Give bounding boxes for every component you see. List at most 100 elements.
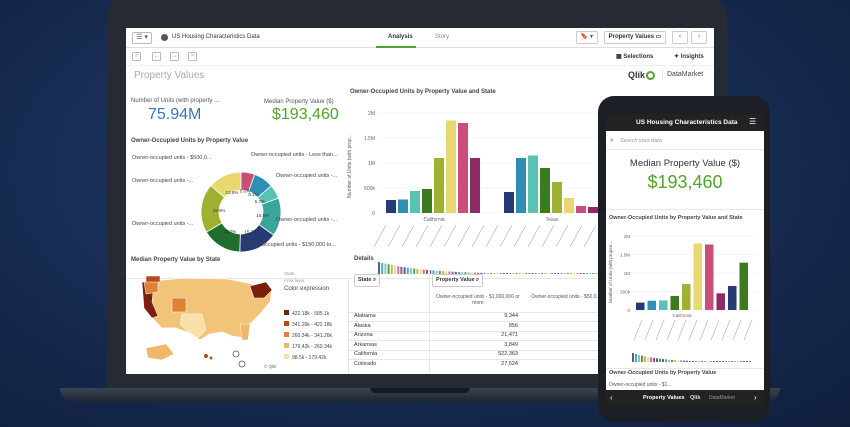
map-state-texas[interactable]: [179, 313, 207, 339]
state-cell[interactable]: Alaska: [354, 322, 371, 329]
minichart-bar[interactable]: [668, 359, 670, 362]
map-state-hawaii[interactable]: [209, 356, 213, 360]
minichart-bar[interactable]: [695, 361, 697, 362]
minichart-bar[interactable]: [390, 264, 393, 274]
minichart-bar[interactable]: [731, 361, 733, 362]
minichart-bar[interactable]: [707, 361, 709, 362]
state-cell[interactable]: California: [354, 351, 378, 357]
minichart-bar[interactable]: [662, 359, 664, 362]
minichart-bar[interactable]: [680, 360, 682, 362]
minichart-bar[interactable]: [477, 272, 480, 274]
minichart-bar[interactable]: [435, 270, 438, 274]
next-sheet-button[interactable]: ›: [691, 31, 707, 44]
value-cell[interactable]: 9,344: [504, 313, 518, 319]
minichart-bar[interactable]: [550, 273, 553, 274]
value-cell[interactable]: 21: [526, 342, 606, 348]
map-state-colorado[interactable]: [171, 297, 187, 313]
bar[interactable]: [552, 182, 562, 213]
minichart-bar[interactable]: [749, 361, 751, 362]
minichart-bar[interactable]: [502, 273, 505, 274]
tab-analysis[interactable]: Analysis: [388, 34, 413, 40]
minichart-bar[interactable]: [710, 361, 712, 362]
minichart-bar[interactable]: [480, 272, 483, 274]
bar[interactable]: [470, 158, 480, 213]
bar[interactable]: [458, 123, 468, 213]
state-cell[interactable]: Arizona: [354, 332, 373, 338]
minichart-bar[interactable]: [534, 273, 537, 274]
forward-icon[interactable]: →: [170, 52, 179, 61]
minichart-bar[interactable]: [716, 361, 718, 362]
clear-icon[interactable]: ×: [188, 52, 197, 61]
bar[interactable]: [446, 120, 456, 214]
map-state-florida[interactable]: [239, 323, 251, 341]
minichart-bar[interactable]: [595, 273, 598, 274]
minichart-bar[interactable]: [644, 356, 646, 362]
bar[interactable]: [728, 285, 737, 310]
minichart-bar[interactable]: [689, 360, 691, 362]
bar[interactable]: [422, 189, 432, 213]
minichart-bar[interactable]: [432, 270, 435, 274]
value-cell[interactable]: 856: [508, 322, 518, 329]
minichart-bar[interactable]: [746, 361, 748, 362]
minichart-bar[interactable]: [400, 266, 403, 274]
map-zoom-icon[interactable]: [232, 350, 240, 358]
sheet-selector-button[interactable]: Property Values ▭: [604, 31, 666, 44]
minichart-bar[interactable]: [554, 273, 556, 274]
minichart-bar[interactable]: [638, 354, 640, 362]
minichart-bar[interactable]: [560, 273, 563, 274]
value-cell[interactable]: 21,471: [501, 332, 518, 338]
bar[interactable]: [647, 300, 657, 310]
minichart-bar[interactable]: [445, 271, 448, 274]
value-cell[interactable]: 38: [526, 313, 606, 319]
bar[interactable]: [528, 155, 538, 214]
minichart-bar[interactable]: [665, 359, 667, 362]
minichart-bar[interactable]: [541, 273, 544, 274]
minichart-bar[interactable]: [426, 269, 428, 274]
minichart-bar[interactable]: [734, 361, 736, 362]
bar[interactable]: [682, 284, 691, 310]
minichart-bar[interactable]: [713, 361, 715, 362]
minichart-bar[interactable]: [486, 272, 489, 274]
back-icon[interactable]: ←: [152, 52, 161, 61]
minichart-bar[interactable]: [518, 273, 521, 274]
minichart-bar[interactable]: [647, 356, 649, 362]
bar[interactable]: [636, 302, 645, 310]
minichart-bar[interactable]: [582, 273, 585, 274]
insights-button[interactable]: ✦ Insights: [674, 54, 704, 60]
minichart-bar[interactable]: [579, 273, 582, 274]
property-value-column-header[interactable]: Property Value ⌕: [432, 274, 484, 287]
smart-search-icon[interactable]: ⌕: [132, 52, 141, 61]
minichart-bar[interactable]: [722, 361, 724, 362]
value-cell[interactable]: 31: [526, 332, 606, 338]
state-cell[interactable]: Alabama: [354, 313, 376, 319]
bar[interactable]: [705, 244, 714, 310]
minichart-bar[interactable]: [413, 268, 416, 274]
minichart-bar[interactable]: [528, 273, 531, 274]
bar[interactable]: [386, 200, 396, 213]
tab-story[interactable]: Story: [435, 34, 450, 40]
phone-prev-icon[interactable]: ‹: [610, 393, 613, 402]
minichart-bar[interactable]: [483, 272, 486, 274]
minichart-bar[interactable]: [656, 358, 658, 362]
minichart-bar[interactable]: [674, 360, 676, 362]
value-cell[interactable]: 522,363: [498, 351, 518, 357]
minichart-bar[interactable]: [570, 273, 572, 274]
bar[interactable]: [504, 192, 514, 213]
phone-menu-icon[interactable]: ☰: [749, 117, 757, 126]
minichart-bar[interactable]: [378, 262, 380, 274]
minichart-bar[interactable]: [531, 273, 534, 274]
minichart-bar[interactable]: [467, 272, 470, 274]
minichart-bar[interactable]: [677, 360, 679, 362]
minichart-bar[interactable]: [576, 273, 579, 274]
minichart-bar[interactable]: [544, 273, 547, 274]
phone-search-bar[interactable]: ⌕ Search your data: [606, 134, 764, 150]
bar[interactable]: [693, 243, 703, 310]
minichart-bar[interactable]: [512, 273, 515, 274]
minichart-bar[interactable]: [659, 358, 661, 362]
value-cell[interactable]: 38: [526, 361, 606, 367]
map-state-alaska[interactable]: [145, 343, 175, 361]
minichart-bar[interactable]: [692, 361, 694, 362]
bar[interactable]: [588, 207, 598, 213]
bar[interactable]: [564, 198, 574, 213]
bar[interactable]: [659, 300, 668, 310]
